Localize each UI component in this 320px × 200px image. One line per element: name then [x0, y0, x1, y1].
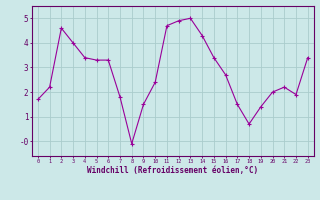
X-axis label: Windchill (Refroidissement éolien,°C): Windchill (Refroidissement éolien,°C)	[87, 166, 258, 175]
